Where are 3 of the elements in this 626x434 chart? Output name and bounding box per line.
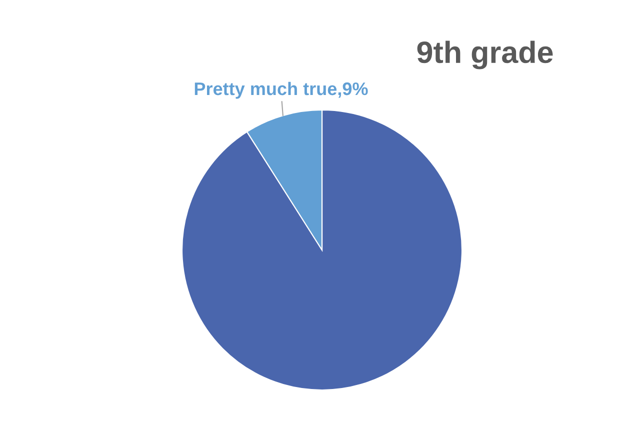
chart-title: 9th grade <box>417 40 553 70</box>
slice-label: Pretty much true,9% <box>194 82 368 99</box>
pie-slice <box>181 109 463 391</box>
